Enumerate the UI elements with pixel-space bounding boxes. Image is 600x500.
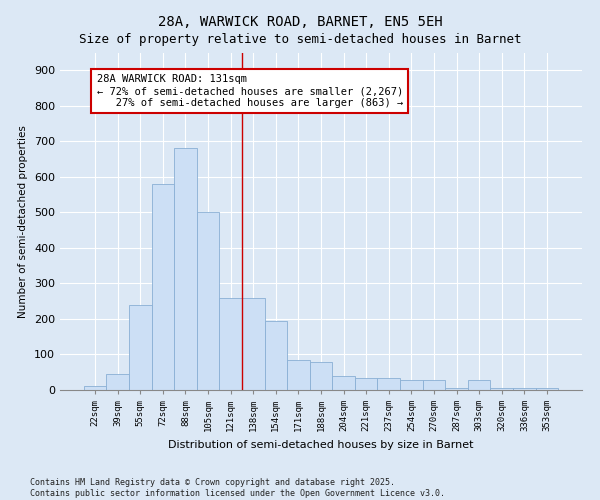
- Bar: [106, 374, 129, 390]
- Bar: [332, 376, 355, 390]
- Bar: [310, 362, 332, 390]
- Bar: [445, 388, 468, 390]
- Bar: [468, 380, 490, 390]
- Bar: [265, 320, 287, 390]
- Bar: [490, 388, 513, 390]
- Bar: [287, 360, 310, 390]
- Text: 28A WARWICK ROAD: 131sqm
← 72% of semi-detached houses are smaller (2,267)
   27: 28A WARWICK ROAD: 131sqm ← 72% of semi-d…: [97, 74, 403, 108]
- Bar: [197, 212, 220, 390]
- Y-axis label: Number of semi-detached properties: Number of semi-detached properties: [19, 125, 28, 318]
- Bar: [536, 388, 558, 390]
- Text: Contains HM Land Registry data © Crown copyright and database right 2025.
Contai: Contains HM Land Registry data © Crown c…: [30, 478, 445, 498]
- Bar: [220, 298, 242, 390]
- Bar: [355, 378, 377, 390]
- Bar: [129, 304, 152, 390]
- X-axis label: Distribution of semi-detached houses by size in Barnet: Distribution of semi-detached houses by …: [168, 440, 474, 450]
- Bar: [422, 380, 445, 390]
- Bar: [377, 378, 400, 390]
- Text: Size of property relative to semi-detached houses in Barnet: Size of property relative to semi-detach…: [79, 32, 521, 46]
- Bar: [84, 386, 106, 390]
- Bar: [152, 184, 174, 390]
- Bar: [174, 148, 197, 390]
- Bar: [513, 388, 536, 390]
- Text: 28A, WARWICK ROAD, BARNET, EN5 5EH: 28A, WARWICK ROAD, BARNET, EN5 5EH: [158, 15, 442, 29]
- Bar: [400, 380, 422, 390]
- Bar: [242, 298, 265, 390]
